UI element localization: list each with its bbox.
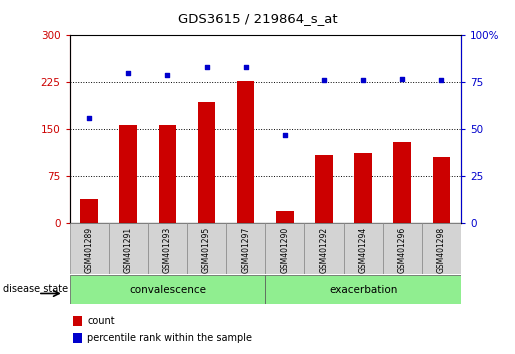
Text: GSM401297: GSM401297 [241, 227, 250, 273]
Point [85, 115, 93, 121]
Text: count: count [87, 316, 115, 326]
Point [437, 78, 445, 83]
Bar [433, 157, 450, 223]
Bar [344, 223, 383, 274]
Bar [198, 102, 215, 223]
Point [163, 72, 171, 78]
Text: GSM401289: GSM401289 [84, 227, 94, 273]
Bar [422, 223, 461, 274]
Point [281, 132, 289, 138]
Bar [393, 142, 411, 223]
Text: GSM401294: GSM401294 [358, 227, 368, 273]
Text: GSM401290: GSM401290 [280, 227, 289, 273]
Point [398, 76, 406, 81]
Bar [80, 199, 98, 223]
Bar [265, 275, 461, 304]
Text: GSM401292: GSM401292 [319, 227, 329, 273]
Point [242, 64, 250, 70]
Bar [119, 125, 137, 223]
Text: GSM401296: GSM401296 [398, 227, 407, 273]
Bar [70, 223, 109, 274]
Bar [148, 223, 187, 274]
Bar [74, 333, 82, 343]
Bar [315, 155, 333, 223]
Bar [70, 275, 265, 304]
Point [124, 70, 132, 76]
Bar [74, 316, 82, 326]
Text: disease state: disease state [3, 284, 67, 294]
Bar [304, 223, 344, 274]
Text: GSM401298: GSM401298 [437, 227, 446, 273]
Text: GDS3615 / 219864_s_at: GDS3615 / 219864_s_at [178, 12, 337, 25]
Bar [226, 223, 265, 274]
Bar [187, 223, 226, 274]
Bar [159, 125, 176, 223]
Text: GSM401293: GSM401293 [163, 227, 172, 273]
Text: convalescence: convalescence [129, 285, 206, 295]
Point [359, 78, 367, 83]
Bar [109, 223, 148, 274]
Bar [265, 223, 304, 274]
Bar [383, 223, 422, 274]
Bar [354, 153, 372, 223]
Point [320, 78, 328, 83]
Text: GSM401291: GSM401291 [124, 227, 133, 273]
Text: GSM401295: GSM401295 [202, 227, 211, 273]
Point [202, 64, 211, 70]
Text: percentile rank within the sample: percentile rank within the sample [87, 333, 252, 343]
Text: exacerbation: exacerbation [329, 285, 397, 295]
Bar [276, 211, 294, 223]
Bar [237, 81, 254, 223]
